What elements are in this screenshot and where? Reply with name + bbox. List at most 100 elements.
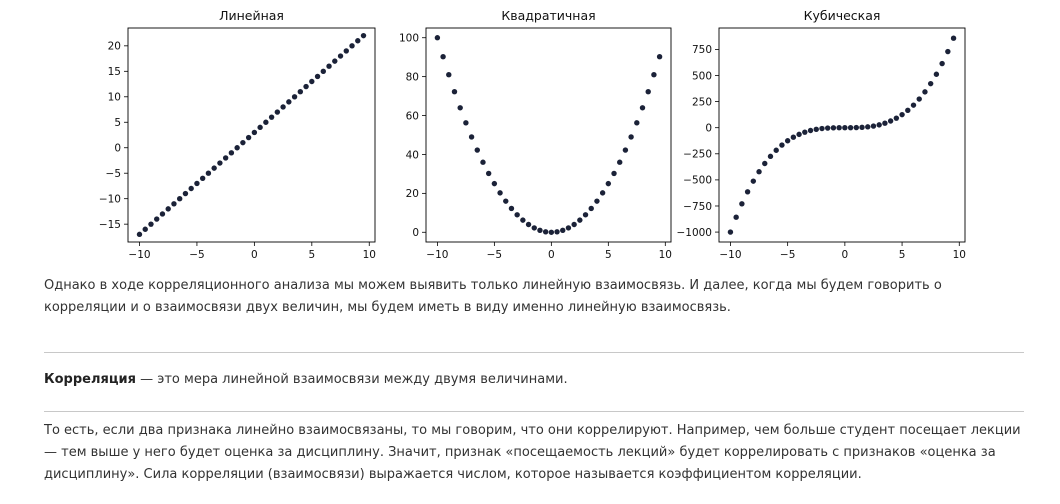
data-point-cubic	[882, 120, 888, 126]
data-point-cubic	[762, 160, 768, 167]
data-point-quadratic	[491, 180, 498, 187]
x-tick-label-linear: 5	[308, 249, 315, 261]
data-point-cubic	[830, 125, 837, 131]
y-tick-label-linear: −10	[99, 193, 121, 205]
data-point-quadratic	[651, 71, 657, 78]
data-point-cubic	[733, 214, 739, 220]
data-point-linear	[257, 124, 263, 131]
data-point-cubic	[859, 124, 865, 131]
data-point-linear	[165, 206, 171, 212]
x-tick-label-linear: 10	[363, 249, 376, 261]
data-point-quadratic	[514, 212, 520, 218]
y-tick-label-cubic: −250	[683, 149, 712, 161]
x-tick-label-cubic: 10	[953, 249, 966, 261]
data-point-cubic	[905, 107, 911, 114]
y-tick-label-linear: −15	[99, 219, 121, 231]
data-point-linear	[228, 150, 235, 156]
y-tick-label-quadratic: 40	[406, 149, 419, 161]
data-point-quadratic	[480, 159, 486, 165]
data-point-cubic	[767, 153, 774, 160]
data-point-quadratic	[503, 198, 509, 204]
data-point-linear	[182, 190, 189, 197]
data-point-linear	[205, 170, 212, 176]
data-point-quadratic	[463, 120, 469, 126]
data-point-quadratic	[571, 221, 577, 228]
data-point-linear	[154, 216, 160, 222]
data-point-quadratic	[446, 71, 452, 78]
data-point-quadratic	[485, 170, 492, 177]
data-point-cubic	[836, 125, 842, 131]
divider-bottom	[44, 411, 1024, 412]
data-point-linear	[240, 139, 246, 146]
data-point-quadratic	[605, 180, 612, 187]
data-point-quadratic	[611, 170, 617, 177]
data-point-cubic	[824, 125, 831, 131]
x-tick-label-quadratic: −10	[426, 249, 448, 261]
x-tick-label-linear: −10	[128, 249, 150, 261]
x-tick-label-linear: 0	[251, 249, 258, 261]
data-point-linear	[159, 211, 166, 217]
data-point-linear	[360, 32, 367, 39]
data-point-cubic	[842, 124, 848, 131]
charts-figure: Линейная −10 −5 0 5 10 −15 −10 −5 0 5 10 15 20 Квадрат…	[99, 8, 966, 261]
data-point-linear	[251, 129, 258, 136]
y-tick-label-linear: 5	[114, 117, 121, 129]
chart-linear: Линейная −10 −5 0 5 10 −15 −10 −5 0 5 10 15 20	[99, 8, 376, 261]
data-point-quadratic	[582, 212, 589, 218]
data-point-cubic	[945, 48, 951, 55]
data-point-linear	[286, 99, 292, 105]
paragraph-intro: Однако в ходе корреляционного анализа мы…	[44, 278, 942, 315]
data-point-linear	[188, 185, 194, 192]
y-tick-label-cubic: 500	[692, 70, 712, 82]
x-tick-label-cubic: 0	[842, 249, 849, 261]
y-tick-label-linear: 10	[108, 92, 121, 104]
data-point-cubic	[922, 89, 928, 95]
y-tick-label-linear: 20	[108, 41, 121, 53]
divider-top	[44, 352, 1024, 353]
data-point-cubic	[870, 123, 877, 129]
y-tick-label-quadratic: 80	[406, 71, 419, 83]
data-point-linear	[291, 94, 298, 100]
y-tick-label-quadratic: 0	[412, 227, 419, 239]
data-point-linear	[355, 38, 361, 44]
data-point-quadratic	[617, 159, 623, 165]
definition-block: Корреляция — это мера линейной взаимосвя…	[44, 369, 1024, 391]
data-point-cubic	[899, 111, 905, 118]
data-point-linear	[297, 88, 304, 95]
data-point-linear	[309, 78, 315, 85]
data-point-quadratic	[656, 53, 663, 60]
data-point-linear	[217, 160, 223, 166]
data-point-cubic	[790, 134, 797, 140]
data-point-linear	[234, 145, 240, 151]
data-point-linear	[274, 109, 281, 115]
y-tick-label-quadratic: 20	[406, 188, 419, 200]
data-point-cubic	[910, 102, 917, 108]
data-point-quadratic	[525, 221, 532, 228]
data-point-cubic	[950, 35, 957, 41]
data-point-quadratic	[622, 147, 629, 153]
data-point-linear	[263, 119, 269, 125]
paragraph-explanation: То есть, если два признака линейно взаим…	[44, 423, 1021, 482]
data-point-cubic	[802, 129, 808, 135]
x-tick-label-cubic: −10	[719, 249, 741, 261]
x-tick-label-quadratic: −5	[487, 249, 502, 261]
x-tick-label-cubic: 5	[899, 249, 906, 261]
data-point-linear	[222, 155, 229, 161]
data-point-cubic	[796, 131, 802, 138]
data-point-quadratic	[434, 35, 441, 41]
x-tick-label-cubic: −5	[780, 249, 795, 261]
chart-title-linear: Линейная	[219, 8, 284, 23]
data-point-quadratic	[468, 134, 475, 140]
data-point-quadratic	[497, 190, 503, 196]
definition-term: Корреляция	[44, 372, 136, 387]
data-point-cubic	[939, 60, 945, 67]
y-tick-label-cubic: 0	[705, 122, 712, 134]
data-point-quadratic	[599, 190, 606, 196]
data-point-quadratic	[531, 225, 537, 231]
data-point-cubic	[853, 124, 860, 131]
x-tick-label-linear: −5	[189, 249, 204, 261]
data-point-cubic	[933, 71, 940, 77]
y-tick-label-cubic: 750	[692, 44, 712, 56]
data-point-linear	[194, 180, 200, 187]
data-point-cubic	[819, 125, 825, 132]
